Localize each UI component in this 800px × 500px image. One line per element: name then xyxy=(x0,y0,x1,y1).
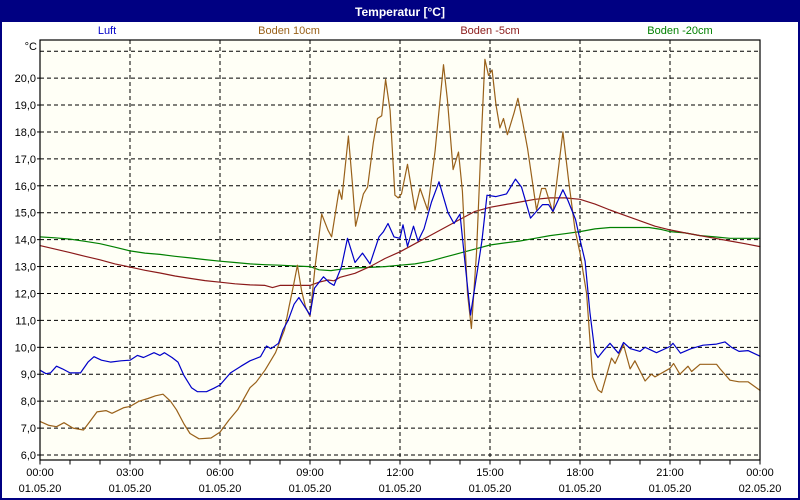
x-tick-time: 03:00 xyxy=(116,467,144,479)
x-tick-time: 00:00 xyxy=(746,467,774,479)
y-tick-label: 8,0 xyxy=(21,396,36,408)
x-tick-time: 18:00 xyxy=(566,467,594,479)
x-tick-date: 01.05.20 xyxy=(559,483,602,495)
x-tick-date: 01.05.20 xyxy=(469,483,512,495)
x-tick-time: 21:00 xyxy=(656,467,684,479)
y-axis-unit: °C xyxy=(25,41,37,53)
x-tick-date: 02.05.20 xyxy=(739,483,782,495)
y-tick-label: 17,0 xyxy=(15,154,36,166)
x-axis-labels xyxy=(39,460,761,465)
x-tick-date: 01.05.20 xyxy=(199,483,242,495)
legend: Luft Boden 10cm Boden -5cm Boden -20cm xyxy=(2,25,798,40)
chart-title: Temperatur [°C] xyxy=(355,5,445,19)
legend-item-boden-10cm: Boden 10cm xyxy=(258,25,320,37)
series-group xyxy=(39,58,761,440)
series-line-boden-20cm xyxy=(39,226,761,272)
y-tick-label: 12,0 xyxy=(15,288,36,300)
y-tick-label: 15,0 xyxy=(15,208,36,220)
y-tick-label: 13,0 xyxy=(15,262,36,274)
y-tick-label: 14,0 xyxy=(15,235,36,247)
legend-item-luft: Luft xyxy=(97,25,117,37)
y-tick-label: 10,0 xyxy=(15,342,36,354)
x-tick-date: 01.05.20 xyxy=(289,483,332,495)
y-tick-label: 11,0 xyxy=(15,315,36,327)
y-tick-label: 6,0 xyxy=(21,450,36,462)
y-tick-label: 7,0 xyxy=(21,423,36,435)
x-tick-time: 00:00 xyxy=(26,467,54,479)
x-tick-time: 09:00 xyxy=(296,467,324,479)
plot-frame xyxy=(39,39,761,461)
series-line-luft xyxy=(39,178,761,393)
x-gridlines xyxy=(129,40,671,460)
x-tick-date: 01.05.20 xyxy=(109,483,152,495)
title-bar: Temperatur [°C] xyxy=(2,2,798,22)
x-tick-date: 01.05.20 xyxy=(19,483,62,495)
series-line-boden-5cm xyxy=(39,197,761,289)
y-tick-label: 18,0 xyxy=(15,127,36,139)
y-tick-label: 9,0 xyxy=(21,369,36,381)
legend-item-boden-minus20cm: Boden -20cm xyxy=(647,25,713,37)
x-tick-date: 01.05.20 xyxy=(379,483,422,495)
series-line-boden-10cm xyxy=(39,58,761,440)
legend-item-boden-minus5cm: Boden -5cm xyxy=(460,25,520,37)
y-tick-label: 19,0 xyxy=(15,100,36,112)
y-tick-label: 20,0 xyxy=(15,73,36,85)
x-tick-time: 15:00 xyxy=(476,467,504,479)
x-tick-time: 12:00 xyxy=(386,467,414,479)
x-tick-time: 06:00 xyxy=(206,467,234,479)
x-tick-date: 01.05.20 xyxy=(649,483,692,495)
y-tick-label: 16,0 xyxy=(15,181,36,193)
